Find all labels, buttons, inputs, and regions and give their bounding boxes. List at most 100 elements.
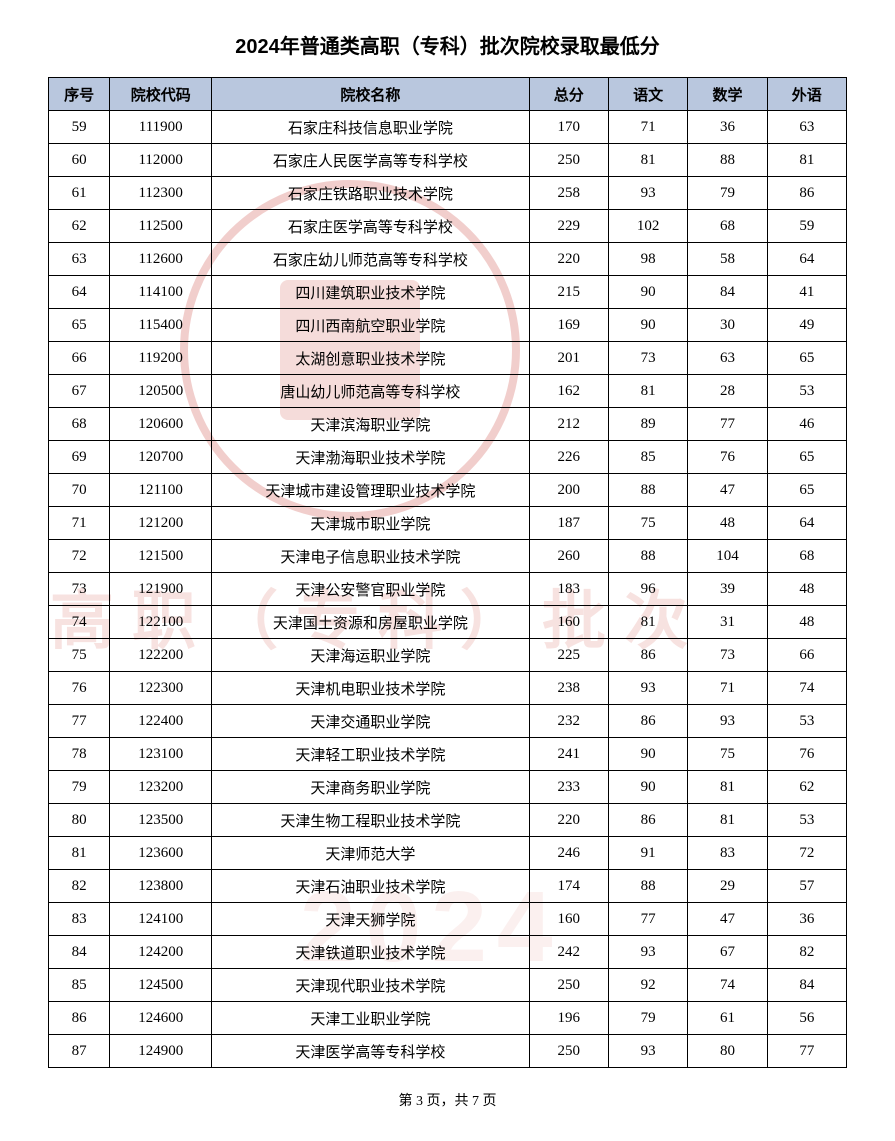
cell-name: 天津城市职业学院 (212, 507, 529, 540)
table-row: 84124200天津铁道职业技术学院242936782 (49, 936, 847, 969)
cell-shuxue: 67 (688, 936, 767, 969)
cell-seq: 60 (49, 144, 110, 177)
cell-shuxue: 30 (688, 309, 767, 342)
footer-prefix: 第 (399, 1094, 417, 1109)
cell-code: 123500 (110, 804, 212, 837)
cell-yuwen: 81 (608, 144, 687, 177)
table-row: 70121100天津城市建设管理职业技术学院200884765 (49, 474, 847, 507)
cell-total: 241 (529, 738, 608, 771)
table-row: 68120600天津滨海职业学院212897746 (49, 408, 847, 441)
cell-code: 124500 (110, 969, 212, 1002)
cell-shuxue: 79 (688, 177, 767, 210)
cell-seq: 69 (49, 441, 110, 474)
table-row: 64114100四川建筑职业技术学院215908441 (49, 276, 847, 309)
cell-waiyu: 77 (767, 1035, 846, 1068)
cell-yuwen: 86 (608, 804, 687, 837)
cell-total: 260 (529, 540, 608, 573)
cell-shuxue: 31 (688, 606, 767, 639)
cell-total: 250 (529, 969, 608, 1002)
cell-yuwen: 90 (608, 309, 687, 342)
cell-seq: 72 (49, 540, 110, 573)
table-row: 63112600石家庄幼儿师范高等专科学校220985864 (49, 243, 847, 276)
cell-seq: 82 (49, 870, 110, 903)
footer-total: 7 (472, 1094, 479, 1109)
cell-shuxue: 47 (688, 903, 767, 936)
cell-code: 123100 (110, 738, 212, 771)
cell-name: 石家庄人民医学高等专科学校 (212, 144, 529, 177)
cell-code: 122400 (110, 705, 212, 738)
cell-shuxue: 71 (688, 672, 767, 705)
cell-waiyu: 53 (767, 375, 846, 408)
cell-total: 226 (529, 441, 608, 474)
cell-yuwen: 73 (608, 342, 687, 375)
table-row: 73121900天津公安警官职业学院183963948 (49, 573, 847, 606)
cell-shuxue: 63 (688, 342, 767, 375)
cell-code: 115400 (110, 309, 212, 342)
cell-code: 123800 (110, 870, 212, 903)
cell-code: 112300 (110, 177, 212, 210)
cell-seq: 81 (49, 837, 110, 870)
cell-waiyu: 86 (767, 177, 846, 210)
cell-shuxue: 61 (688, 1002, 767, 1035)
cell-name: 天津轻工职业技术学院 (212, 738, 529, 771)
cell-name: 天津电子信息职业技术学院 (212, 540, 529, 573)
cell-total: 250 (529, 1035, 608, 1068)
cell-yuwen: 96 (608, 573, 687, 606)
cell-waiyu: 56 (767, 1002, 846, 1035)
cell-name: 天津现代职业技术学院 (212, 969, 529, 1002)
cell-total: 220 (529, 804, 608, 837)
cell-name: 唐山幼儿师范高等专科学校 (212, 375, 529, 408)
cell-yuwen: 93 (608, 936, 687, 969)
table-body: 59111900石家庄科技信息职业学院17071366360112000石家庄人… (49, 111, 847, 1068)
cell-waiyu: 48 (767, 606, 846, 639)
cell-seq: 87 (49, 1035, 110, 1068)
cell-yuwen: 77 (608, 903, 687, 936)
cell-waiyu: 46 (767, 408, 846, 441)
cell-shuxue: 104 (688, 540, 767, 573)
cell-code: 124900 (110, 1035, 212, 1068)
cell-shuxue: 58 (688, 243, 767, 276)
table-row: 81123600天津师范大学246918372 (49, 837, 847, 870)
table-row: 67120500唐山幼儿师范高等专科学校162812853 (49, 375, 847, 408)
cell-shuxue: 93 (688, 705, 767, 738)
cell-waiyu: 62 (767, 771, 846, 804)
footer-page: 3 (416, 1094, 423, 1109)
cell-shuxue: 81 (688, 804, 767, 837)
cell-waiyu: 74 (767, 672, 846, 705)
cell-name: 天津公安警官职业学院 (212, 573, 529, 606)
cell-total: 187 (529, 507, 608, 540)
table-row: 76122300天津机电职业技术学院238937174 (49, 672, 847, 705)
cell-name: 天津交通职业学院 (212, 705, 529, 738)
cell-code: 124100 (110, 903, 212, 936)
cell-waiyu: 53 (767, 804, 846, 837)
page-title: 2024年普通类高职（专科）批次院校录取最低分 (48, 30, 847, 59)
cell-name: 石家庄医学高等专科学校 (212, 210, 529, 243)
cell-yuwen: 93 (608, 672, 687, 705)
cell-yuwen: 102 (608, 210, 687, 243)
cell-yuwen: 88 (608, 870, 687, 903)
cell-total: 220 (529, 243, 608, 276)
footer-middle: 页，共 (423, 1094, 472, 1109)
cell-shuxue: 47 (688, 474, 767, 507)
cell-total: 160 (529, 606, 608, 639)
cell-yuwen: 90 (608, 276, 687, 309)
table-row: 77122400天津交通职业学院232869353 (49, 705, 847, 738)
cell-yuwen: 89 (608, 408, 687, 441)
cell-seq: 74 (49, 606, 110, 639)
table-row: 59111900石家庄科技信息职业学院170713663 (49, 111, 847, 144)
cell-total: 246 (529, 837, 608, 870)
cell-name: 天津商务职业学院 (212, 771, 529, 804)
cell-total: 200 (529, 474, 608, 507)
cell-shuxue: 36 (688, 111, 767, 144)
cell-total: 162 (529, 375, 608, 408)
cell-name: 天津生物工程职业技术学院 (212, 804, 529, 837)
cell-seq: 71 (49, 507, 110, 540)
cell-name: 四川建筑职业技术学院 (212, 276, 529, 309)
cell-waiyu: 41 (767, 276, 846, 309)
cell-shuxue: 29 (688, 870, 767, 903)
cell-waiyu: 76 (767, 738, 846, 771)
cell-waiyu: 64 (767, 507, 846, 540)
cell-code: 120600 (110, 408, 212, 441)
col-header-name: 院校名称 (212, 78, 529, 111)
cell-name: 天津师范大学 (212, 837, 529, 870)
